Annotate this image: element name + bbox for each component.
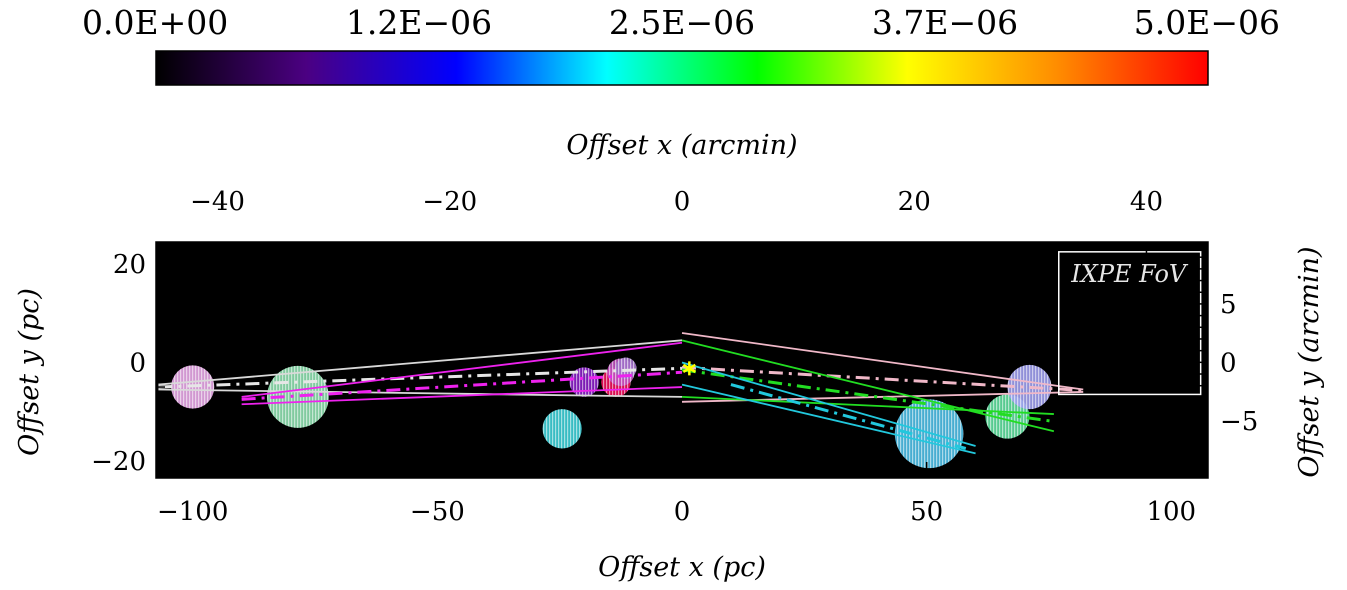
tick-label: 20 (113, 250, 146, 280)
ray-line (681, 332, 1084, 391)
ray-line (681, 383, 976, 455)
ray-line (681, 368, 1055, 423)
plot-background (156, 242, 1208, 478)
left-axis-title: Offset y (pc) (14, 288, 45, 456)
colorbar-tick-label: 1.2E−06 (346, 3, 492, 42)
ray-line (681, 339, 1055, 433)
tick-label: 5 (1220, 290, 1237, 320)
colorbar-gradient (155, 50, 1209, 86)
colorbar: 0.0E+00 1.2E−06 2.5E−06 3.7E−06 5.0E−06 (82, 3, 1280, 86)
cloud (569, 367, 599, 397)
ray-line (681, 365, 1084, 392)
source-marker-icon (682, 361, 696, 376)
tick-label: −5 (1220, 407, 1258, 437)
ray-line (730, 383, 967, 450)
cloud (894, 399, 964, 469)
tick-label: −20 (91, 447, 146, 477)
ray-line (158, 388, 683, 398)
ray-line (158, 339, 683, 386)
tick-label: −40 (190, 187, 245, 217)
tick-label: 40 (1130, 187, 1163, 217)
bottom-axis-title: Offset x (pc) (598, 552, 766, 583)
tick-label: 50 (910, 497, 943, 527)
tick-label: −20 (422, 187, 477, 217)
tick-label: 0 (674, 497, 691, 527)
tick-label: 0 (674, 187, 691, 217)
right-axis-title: Offset y (arcmin) (1294, 246, 1325, 477)
tick-label: 100 (1146, 497, 1196, 527)
cloud (614, 357, 637, 380)
ray-line (681, 361, 976, 447)
cloud (1007, 364, 1052, 410)
cloud (542, 409, 582, 449)
tick-label: −100 (157, 497, 228, 527)
plot-area: IXPE FoV (155, 241, 1209, 479)
colorbar-tick-label: 5.0E−06 (1134, 3, 1280, 42)
colorbar-tick-label: 3.7E−06 (872, 3, 1018, 42)
tick-label: 20 (898, 187, 931, 217)
fov-box (1058, 251, 1202, 396)
colorbar-tick-label: 2.5E−06 (609, 3, 755, 42)
ray-line (241, 341, 683, 398)
ray-line (241, 386, 683, 406)
tick-label: 0 (1220, 348, 1237, 378)
top-axis-title: Offset x (arcmin) (566, 130, 797, 161)
tick-label: 0 (129, 348, 146, 378)
tick-label: −50 (410, 497, 465, 527)
ray-line (158, 366, 683, 389)
fov-label: IXPE FoV (1070, 260, 1189, 288)
colorbar-tick-label: 0.0E+00 (82, 3, 228, 42)
